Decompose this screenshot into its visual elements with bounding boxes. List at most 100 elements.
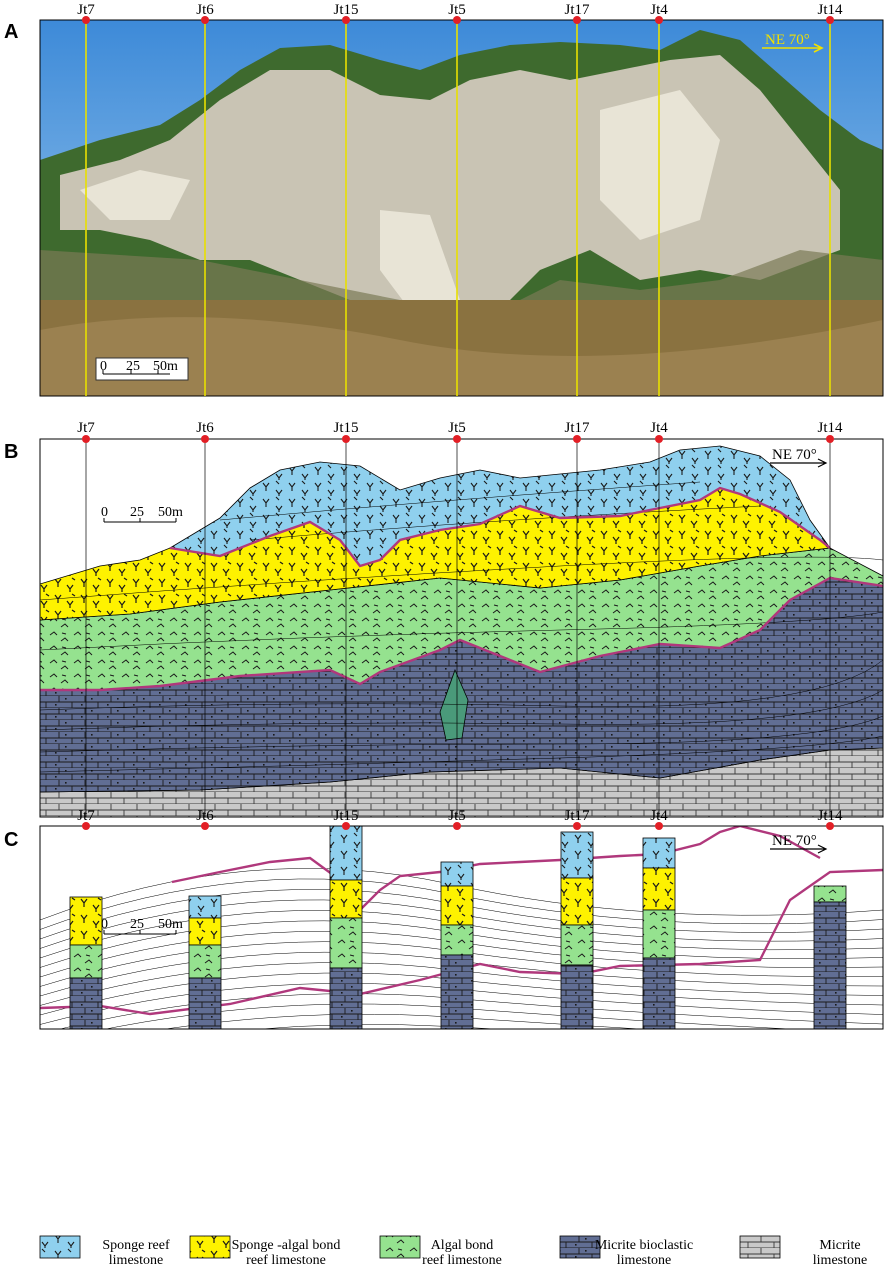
well-marker	[655, 435, 663, 443]
direction-c: NE 70°	[770, 833, 828, 854]
panel-b-section: 0 25 50m	[40, 439, 883, 817]
panel-c-section: 0 25 50m	[40, 826, 883, 1029]
scale-box-a: 0 25 50m	[95, 357, 189, 381]
well-label-jt4: Jt4	[650, 2, 668, 18]
well-label-jt5: Jt5	[448, 420, 466, 436]
legend-label-line1: Sponge -algal bond	[232, 1238, 341, 1253]
legend-label-line1: Micrite	[819, 1238, 860, 1253]
well-column-segment	[560, 964, 594, 1029]
well-marker	[342, 435, 350, 443]
well-marker	[82, 822, 90, 830]
well-columns	[69, 826, 847, 1029]
well-marker	[342, 16, 350, 24]
foreground-slope	[40, 317, 883, 396]
well-column-segment	[560, 877, 594, 926]
well-marker	[826, 435, 834, 443]
panel-a-label: A	[4, 21, 18, 43]
well-marker	[82, 435, 90, 443]
well-label-jt5: Jt5	[448, 808, 466, 824]
well-column-segment	[642, 867, 676, 911]
well-lines: Jt7 Jt6 Jt15 Jt5 Jt17 Jt4 Jt14 Jt7 Jt6 Jt15 Jt5 Jt1…	[77, 2, 843, 830]
well-label-jt7: Jt7	[77, 2, 95, 18]
well-marker	[826, 822, 834, 830]
well-column-segment	[813, 885, 847, 903]
well-label-jt4: Jt4	[650, 808, 668, 824]
c-boundary-upper	[171, 826, 821, 912]
legend-label-line2: limestone	[617, 1253, 671, 1268]
legend-label-line2: limestone	[813, 1253, 867, 1268]
well-label-jt17: Jt17	[564, 808, 590, 824]
scale-a-tick-50: 50m	[153, 359, 178, 374]
well-marker	[453, 435, 461, 443]
b-boundary-lower	[40, 576, 883, 692]
well-column-segment	[440, 885, 474, 926]
well-marker	[201, 822, 209, 830]
well-column-segment	[188, 944, 222, 979]
well-column-segment	[440, 861, 474, 887]
direction-a: NE 70°	[762, 32, 824, 53]
direction-a-label: NE 70°	[765, 32, 810, 48]
well-label-jt15: Jt15	[333, 420, 358, 436]
well-marker	[573, 16, 581, 24]
well-label-jt7: Jt7	[77, 808, 95, 824]
scale-a-tick-25: 25	[126, 359, 140, 374]
well-marker	[453, 822, 461, 830]
well-column-segment	[560, 924, 594, 966]
well-column-segment	[642, 909, 676, 959]
direction-b: NE 70°	[770, 447, 828, 468]
well-label-jt6: Jt6	[196, 420, 214, 436]
scale-b-tick-0: 0	[101, 505, 108, 520]
panel-a-photo: 0 25 50m	[40, 20, 883, 396]
legend-label-line1: Sponge reef	[102, 1238, 170, 1253]
scale-a-tick-0: 0	[100, 359, 107, 374]
panel-b-label: B	[4, 441, 18, 463]
scale-c: 0 25 50m	[101, 917, 183, 935]
well-label-jt15: Jt15	[333, 808, 358, 824]
well-column-segment	[642, 957, 676, 1029]
direction-b-label: NE 70°	[772, 447, 817, 463]
legend-label-line1: Algal bond	[431, 1238, 494, 1253]
panel-b-frame	[39, 438, 884, 818]
well-label-jt14: Jt14	[817, 420, 843, 436]
well-label-jt14: Jt14	[817, 808, 843, 824]
well-label-jt7: Jt7	[77, 420, 95, 436]
c-bedding-line	[256, 1024, 500, 1029]
well-column-segment	[560, 831, 594, 879]
well-label-jt17: Jt17	[564, 420, 590, 436]
b-bedding-lines	[40, 481, 883, 773]
well-column-segment	[188, 917, 222, 946]
well-marker	[201, 16, 209, 24]
legend-label-line1: Micrite bioclastic	[595, 1238, 693, 1253]
scale-c-tick-25: 25	[130, 917, 144, 932]
cliff-light-face	[80, 90, 720, 310]
well-label-jt5: Jt5	[448, 2, 466, 18]
legend-swatch	[39, 1235, 81, 1259]
well-marker	[201, 435, 209, 443]
well-column-segment	[69, 977, 103, 1029]
well-marker	[655, 822, 663, 830]
legend-swatch	[379, 1235, 421, 1259]
well-marker	[826, 16, 834, 24]
well-column-segment	[69, 944, 103, 979]
well-label-jt6: Jt6	[196, 808, 214, 824]
well-label-jt4: Jt4	[650, 420, 668, 436]
well-column-segment	[642, 837, 676, 869]
well-column-segment	[69, 896, 103, 946]
legend-label-line2: reef limestone	[422, 1253, 502, 1268]
scale-c-tick-50: 50m	[158, 917, 183, 932]
well-column-segment	[188, 977, 222, 1029]
well-marker	[573, 435, 581, 443]
well-column-segment	[329, 967, 363, 1029]
well-column-segment	[440, 954, 474, 1029]
well-marker	[342, 822, 350, 830]
panel-a-frame	[39, 19, 884, 397]
well-column-segment	[329, 917, 363, 969]
b-boundary-upper	[169, 486, 831, 568]
legend-label-line2: reef limestone	[246, 1253, 326, 1268]
